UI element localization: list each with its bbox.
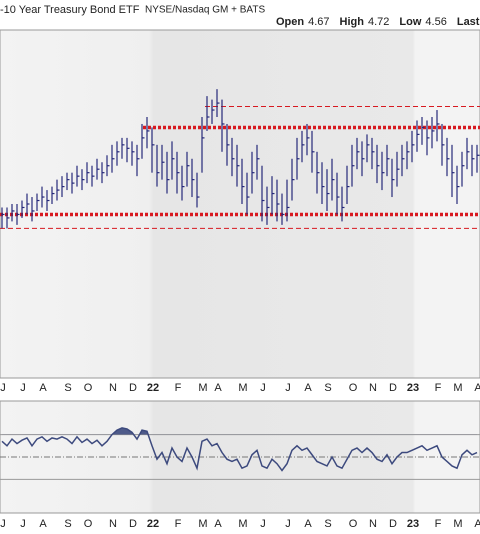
- x-tick-label: D: [389, 518, 397, 530]
- x-tick-label: S: [324, 382, 331, 394]
- x-tick-label: 23: [407, 518, 419, 530]
- x-tick-label: N: [109, 382, 117, 394]
- x-tick-label: M: [198, 518, 207, 530]
- overbought-fill: [2, 427, 477, 435]
- x-tick-label: J: [260, 518, 266, 530]
- x-tick-label: A: [214, 518, 222, 530]
- price-panel: [0, 29, 480, 379]
- x-tick-label: J: [0, 382, 6, 394]
- x-tick-label: N: [369, 518, 377, 530]
- x-tick-label: F: [435, 382, 442, 394]
- x-tick-label: 23: [407, 382, 419, 394]
- x-tick-label: M: [238, 382, 247, 394]
- x-tick-label: M: [453, 382, 462, 394]
- x-tick-label: O: [349, 518, 358, 530]
- x-tick-label: O: [84, 518, 93, 530]
- x-tick-label: N: [109, 518, 117, 530]
- x-tick-label: M: [238, 518, 247, 530]
- x-tick-label: F: [175, 382, 182, 394]
- x-tick-label: A: [39, 518, 47, 530]
- x-tick-label: A: [474, 382, 480, 394]
- x-tick-label: F: [175, 518, 182, 530]
- quote-label: Open: [276, 16, 304, 28]
- x-tick-label: M: [198, 382, 207, 394]
- x-tick-label: A: [304, 518, 312, 530]
- x-tick-label: S: [324, 518, 331, 530]
- plot: JJJJAASSOONNDD2222FFMMAAMMJJJJAASSOONNDD…: [0, 89, 480, 530]
- x-tick-label: J: [20, 382, 26, 394]
- quote-label: Last: [457, 16, 480, 28]
- x-tick-label: F: [435, 518, 442, 530]
- x-tick-label: J: [20, 518, 26, 530]
- quote-value: 4.56: [425, 16, 446, 28]
- x-tick-label: A: [474, 518, 480, 530]
- x-tick-label: D: [389, 382, 397, 394]
- x-tick-label: J: [285, 382, 291, 394]
- exchange: NYSE/Nasdaq GM + BATS: [145, 5, 265, 16]
- quote-label: High: [340, 16, 365, 28]
- x-tick-label: O: [349, 382, 358, 394]
- x-tick-label: O: [84, 382, 93, 394]
- x-tick-label: S: [64, 382, 71, 394]
- x-tick-label: D: [129, 518, 137, 530]
- x-tick-label: J: [0, 518, 6, 530]
- x-tick-label: 22: [147, 382, 159, 394]
- quote-label: Low: [399, 16, 421, 28]
- x-tick-label: A: [214, 382, 222, 394]
- title: -10 Year Treasury Bond ETF: [0, 4, 140, 16]
- x-tick-label: J: [285, 518, 291, 530]
- x-tick-label: J: [260, 382, 266, 394]
- quote-value: 4.72: [368, 16, 389, 28]
- indicator-line: [1, 427, 478, 472]
- x-tick-label: M: [453, 518, 462, 530]
- x-tick-label: S: [64, 518, 71, 530]
- x-tick-label: D: [129, 382, 137, 394]
- x-tick-label: A: [304, 382, 312, 394]
- x-tick-label: N: [369, 382, 377, 394]
- x-tick-label: 22: [147, 518, 159, 530]
- quote-value: 4.67: [308, 16, 329, 28]
- x-tick-label: A: [39, 382, 47, 394]
